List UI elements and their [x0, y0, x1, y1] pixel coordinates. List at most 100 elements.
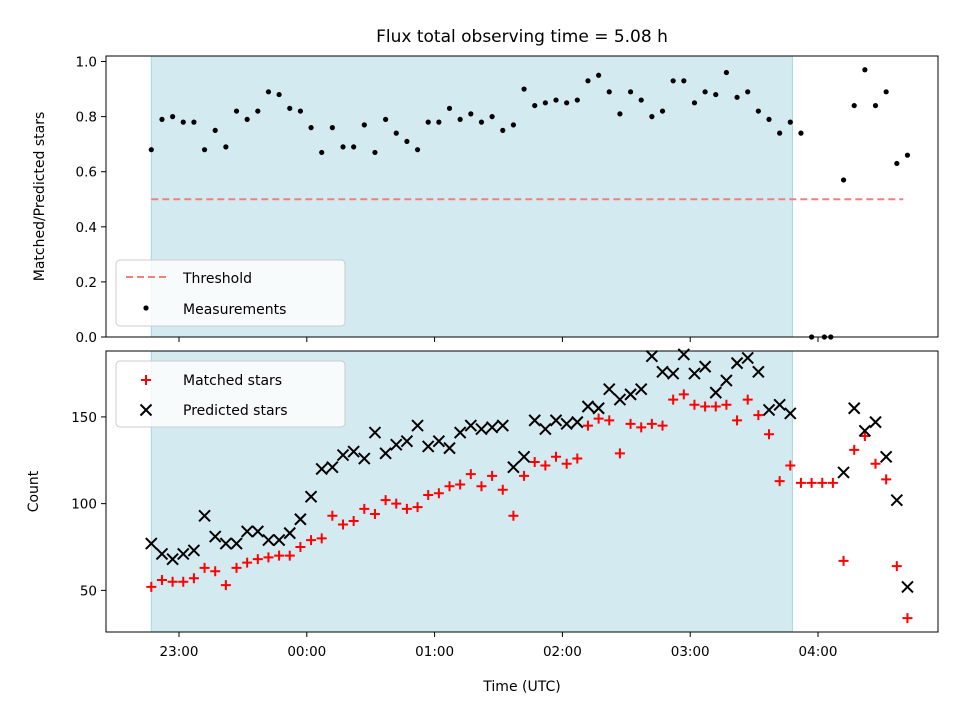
matched-star-point: [327, 510, 338, 521]
matched-star-point: [295, 542, 306, 553]
y-tick-label: 0.4: [76, 220, 97, 236]
y-tick-label: 1.0: [76, 55, 97, 71]
measurement-point: [191, 119, 197, 125]
measurement-point: [287, 105, 293, 111]
predicted-star-point: [187, 544, 201, 557]
y-axis-label: Matched/Predicted stars: [32, 112, 48, 282]
matched-star-point: [242, 557, 253, 568]
predicted-star-point: [166, 552, 179, 566]
matched-star-point: [274, 550, 285, 561]
legend-label: Measurements: [183, 302, 286, 318]
matched-star-point: [306, 535, 317, 546]
matched-star-point: [348, 515, 359, 526]
matched-star-point: [529, 457, 540, 468]
predicted-star-point: [879, 450, 893, 464]
predicted-star-point: [730, 356, 744, 370]
predicted-star-point: [209, 530, 222, 543]
matched-star-point: [369, 509, 380, 520]
legend-predicted-swatch: [139, 403, 153, 417]
matched-star-point: [487, 470, 498, 481]
measurement-point: [553, 97, 559, 103]
predicted-star-point: [571, 415, 584, 429]
predicted-star-point: [613, 393, 627, 406]
predicted-star-point: [379, 447, 392, 460]
measurement-point: [649, 114, 655, 120]
legend: Matched stars Predicted stars: [115, 360, 346, 428]
measurement-point: [489, 114, 495, 120]
predicted-star-point: [315, 462, 328, 476]
matched-star-point: [561, 458, 572, 469]
top-panel: 0.0 0.2 0.4 0.6 0.8 1.0 Matched/Predicted star…: [32, 55, 939, 346]
matched-star-point: [156, 574, 167, 585]
predicted-star-point: [230, 537, 243, 550]
predicted-star-point: [219, 537, 233, 550]
predicted-star-point: [752, 365, 765, 379]
plot-frame: [105, 55, 939, 338]
matched-star-point: [827, 477, 838, 488]
matched-star-point: [210, 566, 221, 577]
series-group: [148, 67, 911, 340]
predicted-star-point: [507, 461, 520, 474]
predicted-star-point: [496, 419, 509, 432]
matched-star-point: [859, 430, 870, 441]
predicted-star-point: [698, 360, 712, 373]
matched-star-point: [540, 460, 551, 471]
matched-star-point: [391, 498, 402, 509]
measurement-point: [393, 130, 399, 136]
predicted-star-point: [422, 440, 435, 453]
measurement-point: [414, 147, 421, 153]
matched-star-point: [657, 420, 668, 431]
measurement-point: [734, 94, 740, 100]
predicted-star-point: [475, 422, 488, 436]
matched-star-point: [582, 420, 593, 431]
matched-star-point: [497, 484, 508, 495]
matched-star-point: [636, 422, 647, 433]
measurement-point: [468, 111, 474, 117]
predicted-star-point: [177, 547, 190, 561]
matched-star-point: [231, 562, 242, 573]
matched-star-point: [433, 488, 444, 499]
measurement-point: [255, 108, 261, 114]
measurement-point: [244, 116, 250, 122]
x-tick-label: 23:00: [160, 644, 199, 660]
predicted-star-point: [453, 426, 467, 439]
measurement-point: [542, 100, 548, 106]
y-tick-label: 150: [71, 410, 97, 426]
predicted-star-point: [336, 448, 350, 462]
measurement-point: [851, 102, 857, 109]
measurement-point: [872, 102, 879, 109]
measurement-point: [383, 116, 389, 122]
predicted-star-point: [666, 367, 680, 380]
matched-star-point: [817, 477, 828, 488]
measurement-point: [425, 119, 431, 125]
matched-star-point: [625, 418, 636, 429]
matched-star-point: [188, 573, 199, 584]
measurement-point: [702, 89, 708, 95]
measurement-point: [159, 116, 165, 122]
plot-frame: [105, 350, 939, 633]
series-group: [145, 348, 914, 624]
matched-star-point: [476, 481, 487, 492]
matched-star-point: [614, 448, 625, 459]
matched-star-point: [359, 503, 370, 514]
measurement-point: [233, 108, 240, 114]
predicted-star-point: [645, 349, 659, 363]
measurement-point: [212, 127, 218, 133]
predicted-star-point: [848, 402, 861, 415]
matched-star-point: [465, 469, 476, 480]
matched-star-point: [423, 489, 434, 500]
predicted-star-point: [635, 382, 648, 396]
matched-star-point: [881, 474, 892, 485]
matched-star-point: [572, 453, 583, 464]
legend-matched-swatch: [141, 375, 151, 385]
matched-star-point: [891, 561, 902, 572]
matched-star-point: [220, 580, 231, 591]
measurement-point: [766, 116, 772, 122]
matched-star-point: [252, 554, 263, 565]
measurement-point: [500, 127, 506, 133]
predicted-star-point: [262, 533, 275, 547]
chart-title: Flux total observing time = 5.08 h: [376, 27, 668, 47]
matched-star-point: [753, 410, 764, 421]
measurement-point: [723, 69, 730, 76]
matched-star-point: [444, 481, 455, 492]
